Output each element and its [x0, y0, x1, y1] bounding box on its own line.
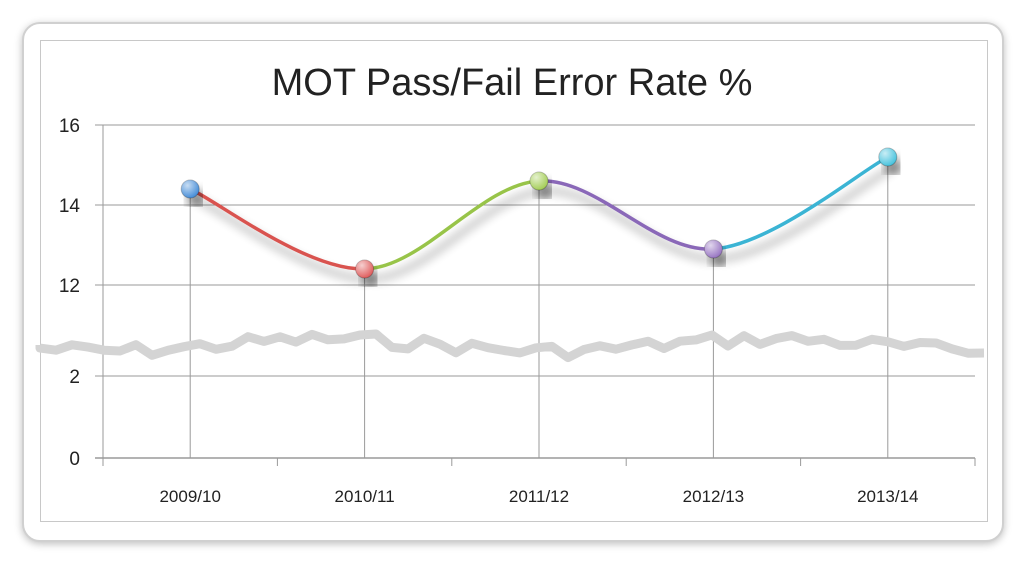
- x-tick-label: 2009/10: [159, 487, 220, 506]
- chart-frame: [40, 40, 988, 522]
- data-point-highlight: [355, 260, 374, 278]
- data-point-highlight: [181, 180, 200, 198]
- x-tick-label: 2011/12: [509, 487, 569, 506]
- y-tick-label: 2: [69, 367, 80, 388]
- y-tick-label: 12: [59, 276, 80, 297]
- x-tick-label: 2012/13: [683, 487, 744, 506]
- x-tick-label: 2010/11: [334, 487, 394, 506]
- series-segment: [364, 179, 540, 271]
- axis-break-squiggle: [35, 329, 985, 363]
- chart-title: MOT Pass/Fail Error Rate %: [272, 62, 753, 104]
- data-point-highlight: [878, 148, 897, 166]
- data-point-highlight: [530, 172, 548, 190]
- data-point-highlight: [704, 240, 723, 258]
- y-tick-label: 16: [59, 116, 80, 137]
- y-tick-label: 14: [59, 196, 81, 217]
- series-segment: [538, 179, 714, 251]
- series-segment: [713, 155, 889, 251]
- series-segment: [189, 187, 365, 271]
- x-tick-label: 2013/14: [857, 487, 918, 506]
- chart-card: [22, 22, 1004, 542]
- y-tick-label: 0: [69, 449, 80, 470]
